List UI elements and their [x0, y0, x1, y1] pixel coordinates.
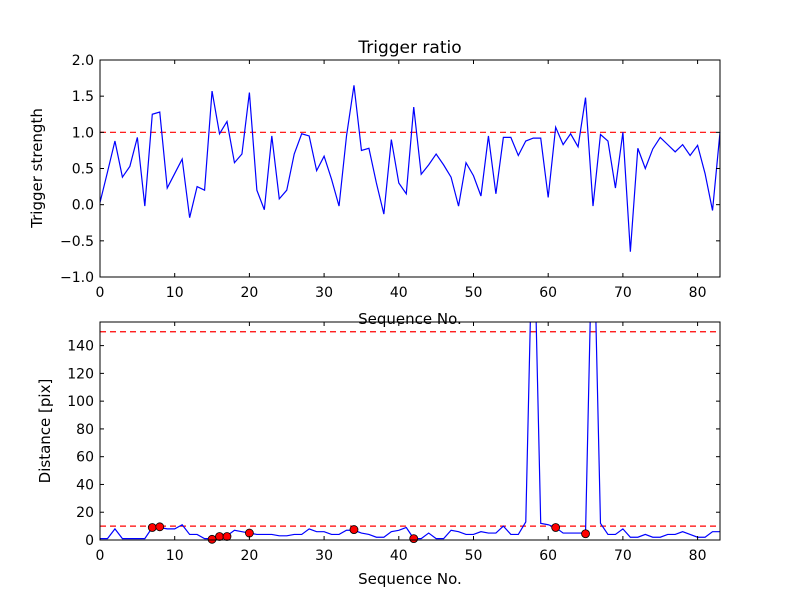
x-axis-label: Sequence No.	[358, 310, 462, 328]
y-tick-label: 1.0	[72, 125, 94, 141]
y-tick-label: 140	[67, 339, 94, 355]
x-axis-label: Sequence No.	[358, 570, 462, 588]
x-tick-label: 40	[390, 285, 408, 301]
x-tick-label: 70	[614, 548, 632, 564]
x-tick-label: 30	[315, 548, 333, 564]
plot-frame	[99, 321, 721, 541]
x-tick-label: 60	[539, 548, 557, 564]
y-tick-label: 20	[76, 505, 94, 521]
flagged-point	[349, 525, 359, 534]
plot-frame	[99, 59, 721, 278]
chart-title: Trigger ratio	[357, 38, 461, 58]
x-tick-label: 50	[465, 548, 483, 564]
y-tick-label: −1.0	[60, 270, 94, 286]
flagged-point	[551, 523, 561, 532]
distance-panel: 0 10 20 30 40 50 60 70 80 0 20 40 60 80 100 120 140 Seq…	[36, 321, 721, 588]
flagged-point	[409, 534, 419, 544]
x-tick-label: 10	[166, 548, 184, 564]
y-axis-label: Distance [pix]	[36, 379, 54, 484]
flagged-point	[215, 532, 224, 541]
y-tick-label: 100	[67, 394, 94, 410]
x-tick-label: 70	[614, 285, 632, 301]
series-line	[100, 322, 720, 540]
x-tick-label: 50	[465, 285, 483, 301]
y-tick-label: 2.0	[72, 53, 94, 69]
x-tick-label: 80	[689, 548, 707, 564]
x-tick-label: 20	[240, 548, 258, 564]
trigger-ratio-panel: Trigger ratio 0 10 20 30 40 50 60 70 80 −1.0 −0.5…	[28, 38, 721, 328]
y-tick-label: 60	[76, 450, 94, 466]
x-tick-label: 0	[96, 285, 105, 301]
y-tick-label: 40	[76, 477, 94, 493]
series-line	[99, 85, 721, 252]
flagged-point	[222, 532, 232, 541]
y-axis-label: Trigger strength	[28, 108, 46, 229]
flagged-point	[207, 534, 217, 544]
x-tick-label: 60	[539, 285, 557, 301]
flagged-point	[147, 523, 157, 532]
flagged-point	[244, 528, 254, 538]
x-tick-label: 40	[390, 548, 408, 564]
y-tick-label: 120	[67, 366, 94, 382]
y-tick-label: 1.5	[72, 89, 94, 105]
flagged-point	[581, 529, 590, 539]
x-tick-label: 30	[315, 285, 333, 301]
y-tick-label: 0	[85, 533, 94, 549]
flagged-point	[155, 522, 165, 532]
x-tick-label: 0	[96, 548, 105, 564]
y-tick-label: 0.5	[72, 162, 94, 178]
x-tick-label: 10	[166, 285, 184, 301]
y-tick-label: 0.0	[72, 198, 94, 214]
y-tick-label: 80	[76, 422, 94, 438]
x-tick-label: 80	[689, 285, 707, 301]
y-tick-label: −0.5	[60, 234, 94, 250]
x-tick-label: 20	[240, 285, 258, 301]
